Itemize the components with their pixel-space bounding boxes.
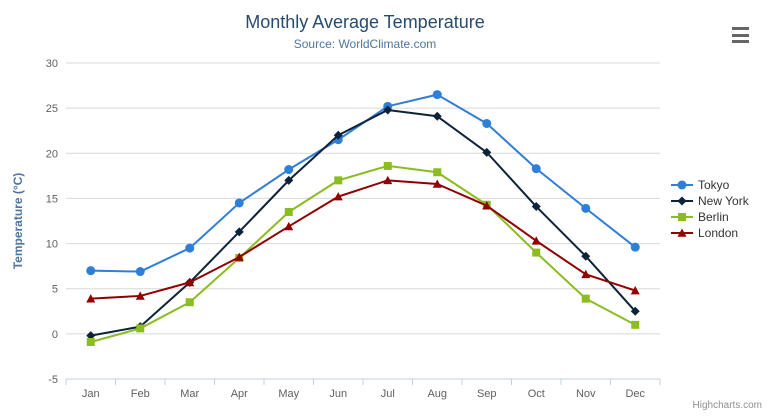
legend: Tokyo New York Berlin London xyxy=(671,177,749,241)
data-point[interactable] xyxy=(630,286,640,295)
series-line xyxy=(89,179,637,300)
data-point[interactable] xyxy=(86,331,96,341)
data-point[interactable] xyxy=(234,252,244,261)
x-axis-tick-label: Jan xyxy=(82,388,100,400)
triangle-icon[interactable] xyxy=(677,228,687,237)
data-point[interactable] xyxy=(86,266,96,276)
legend-item-tokyo[interactable]: Tokyo xyxy=(671,177,749,193)
data-point[interactable] xyxy=(383,161,392,170)
data-point[interactable] xyxy=(581,294,590,303)
circle-icon[interactable] xyxy=(677,180,687,190)
data-point[interactable] xyxy=(383,175,393,185)
data-point[interactable] xyxy=(532,248,541,257)
data-point[interactable] xyxy=(284,207,293,216)
data-point[interactable] xyxy=(581,269,591,279)
data-point[interactable] xyxy=(482,147,492,157)
legend-item-label: New York xyxy=(698,194,749,208)
data-point[interactable] xyxy=(185,243,195,253)
data-point[interactable] xyxy=(334,176,343,185)
data-point[interactable] xyxy=(432,90,442,100)
x-axis-tick-label: Oct xyxy=(528,388,545,400)
data-point[interactable] xyxy=(185,277,195,287)
data-point[interactable] xyxy=(482,201,492,210)
y-axis-tick-label: 20 xyxy=(46,148,58,160)
data-point[interactable] xyxy=(630,242,640,252)
x-axis-tick-label: Mar xyxy=(180,388,199,400)
data-point[interactable] xyxy=(234,227,244,237)
legend-item-label: London xyxy=(698,226,739,240)
data-point[interactable] xyxy=(135,291,145,300)
y-axis-tick-label: 0 xyxy=(52,329,58,341)
data-point[interactable] xyxy=(631,320,640,329)
data-point[interactable] xyxy=(185,298,194,307)
x-axis-tick-label: Dec xyxy=(625,388,645,400)
y-axis-title: Temperature (°C) xyxy=(11,173,25,270)
data-point[interactable] xyxy=(284,165,294,175)
legend-item-new-york[interactable]: New York xyxy=(671,193,749,209)
data-point[interactable] xyxy=(86,337,95,346)
data-point[interactable] xyxy=(581,251,591,261)
legend-item-label: Berlin xyxy=(698,210,729,224)
data-point[interactable] xyxy=(432,111,442,121)
triangle-legend-marker-icon xyxy=(671,228,693,237)
y-axis-tick-label: 5 xyxy=(52,284,58,296)
legend-item-label: Tokyo xyxy=(698,178,730,192)
chart-title: Monthly Average Temperature xyxy=(245,12,485,32)
series-line xyxy=(89,108,637,337)
data-point[interactable] xyxy=(284,221,294,231)
x-axis-tick-label: Nov xyxy=(576,388,596,400)
data-point[interactable] xyxy=(432,179,442,188)
diamond-icon[interactable] xyxy=(677,196,687,206)
data-point[interactable] xyxy=(86,294,96,303)
hamburger-icon xyxy=(732,33,749,37)
x-axis-tick-label: Feb xyxy=(131,388,150,400)
data-point[interactable] xyxy=(531,202,541,212)
series-london xyxy=(86,175,640,303)
series-line xyxy=(89,164,637,343)
y-axis-tick-label: 10 xyxy=(46,239,58,251)
circle-legend-marker-icon xyxy=(671,180,693,190)
data-point[interactable] xyxy=(630,306,640,316)
diamond-legend-marker-icon xyxy=(671,196,693,206)
data-point[interactable] xyxy=(333,130,343,140)
y-axis-tick-label: 30 xyxy=(46,58,58,70)
x-axis-tick-label: Jun xyxy=(329,388,347,400)
series-new-york xyxy=(86,105,640,341)
y-axis-tick-label: 15 xyxy=(46,193,58,205)
data-point[interactable] xyxy=(234,198,244,208)
series-tokyo xyxy=(86,90,640,277)
y-axis-tick-label: -5 xyxy=(48,374,58,386)
data-point[interactable] xyxy=(333,192,343,201)
data-point[interactable] xyxy=(136,324,145,333)
x-axis-tick-label: May xyxy=(278,388,299,400)
y-axis-tick-label: 25 xyxy=(46,103,58,115)
data-point[interactable] xyxy=(284,175,294,185)
x-axis-tick-label: Jul xyxy=(381,388,395,400)
highcharts-credit-link[interactable]: Highcharts.com xyxy=(692,400,762,411)
data-point[interactable] xyxy=(135,267,145,277)
data-point[interactable] xyxy=(581,203,591,213)
chart-subtitle: Source: WorldClimate.com xyxy=(293,37,437,51)
data-point[interactable] xyxy=(482,118,492,128)
x-axis-tick-label: Aug xyxy=(427,388,447,400)
legend-item-berlin[interactable]: Berlin xyxy=(671,209,749,225)
x-axis-tick-label: Sep xyxy=(477,388,497,400)
series-line xyxy=(89,93,637,273)
square-icon[interactable] xyxy=(678,213,686,221)
data-point[interactable] xyxy=(383,105,393,115)
data-point[interactable] xyxy=(531,164,541,174)
export-menu-button[interactable] xyxy=(729,24,753,46)
data-point[interactable] xyxy=(531,236,541,245)
data-point[interactable] xyxy=(433,168,442,177)
hamburger-icon xyxy=(732,27,749,30)
square-legend-marker-icon xyxy=(671,213,693,221)
hamburger-icon xyxy=(732,40,749,43)
x-axis-tick-label: Apr xyxy=(231,388,248,400)
legend-item-london[interactable]: London xyxy=(671,225,749,241)
